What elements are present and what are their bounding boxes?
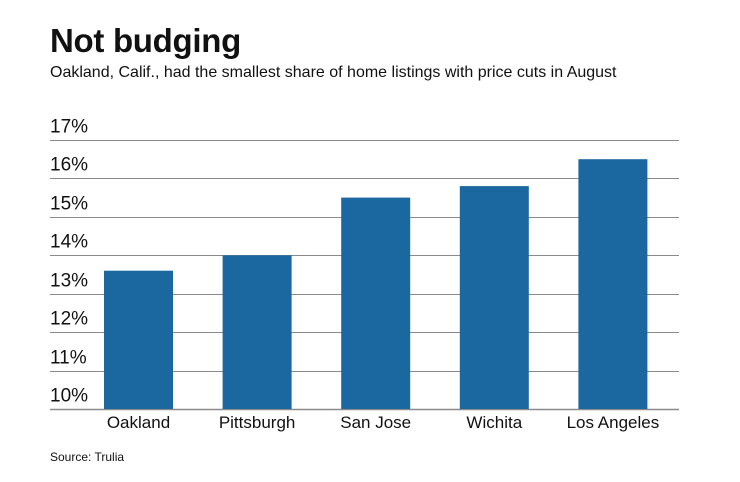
y-tick-label: 16%: [50, 155, 88, 176]
x-category-label: Pittsburgh: [219, 413, 296, 432]
chart-title: Not budging: [50, 22, 241, 59]
source-note: Source: Trulia: [50, 450, 125, 464]
bar-wichita: [459, 186, 529, 409]
y-tick-label: 13%: [50, 271, 88, 292]
y-tick-label: 11%: [50, 348, 87, 369]
y-tick-label: 14%: [50, 232, 88, 253]
bar-oakland: [104, 270, 173, 409]
x-category-label: Oakland: [107, 413, 170, 432]
x-category-label: Wichita: [466, 413, 522, 432]
x-axis-categories: Oakland Pittsburgh San Jose Wichita Los Ange…: [107, 413, 659, 432]
bars: [104, 159, 648, 409]
y-tick-label: 12%: [50, 309, 88, 330]
bar-pittsburgh: [222, 255, 292, 409]
bar-san-jose: [341, 197, 411, 409]
x-category-label: San Jose: [340, 413, 411, 432]
y-tick-label: 15%: [50, 194, 88, 215]
chart-subtitle: Oakland, Calif., had the smallest share …: [50, 64, 617, 81]
y-tick-label: 17%: [50, 117, 88, 138]
y-tick-label: 10%: [50, 386, 88, 407]
y-axis-ticks: 10% 11% 12% 13% 14% 15% 16% 17%: [50, 117, 88, 407]
x-category-label: Los Angeles: [567, 413, 660, 432]
bar-los-angeles: [578, 159, 648, 409]
